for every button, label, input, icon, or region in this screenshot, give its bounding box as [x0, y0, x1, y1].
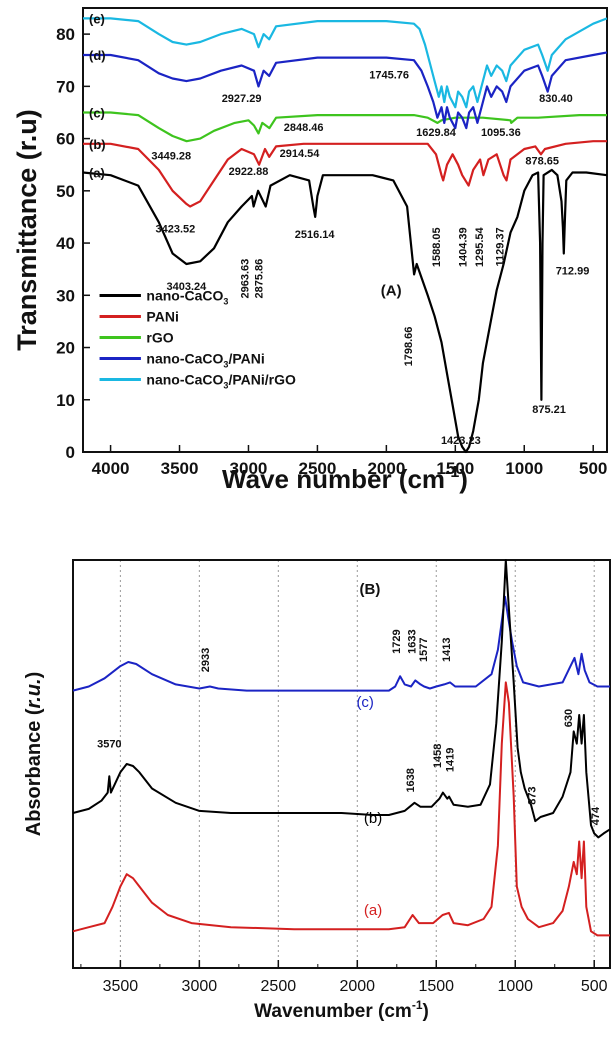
series-label: (e) [89, 11, 105, 26]
peak-annotation: 712.99 [556, 265, 590, 277]
series-label: (c) [356, 694, 374, 711]
y-tick-label: 10 [56, 391, 75, 410]
peak-annotation: 1638 [405, 768, 417, 792]
y-tick-label: 40 [56, 234, 75, 253]
series-line [82, 168, 608, 454]
peak-annotation: 1419 [445, 748, 457, 772]
legend-entry: PANi [146, 309, 178, 325]
peak-annotation: 830.40 [539, 93, 573, 105]
peak-annotation: 875.21 [532, 404, 566, 416]
y-tick-label: 80 [56, 25, 75, 44]
peak-annotation: 630 [563, 709, 575, 727]
peak-annotation: 2933 [200, 648, 212, 672]
series-label: (a) [364, 902, 382, 919]
peak-annotation: 1095.36 [481, 127, 521, 139]
series-line [72, 595, 610, 692]
y-tick-label: 50 [56, 182, 75, 201]
peak-annotation: 2914.54 [280, 148, 321, 160]
peak-annotation: 1458 [432, 744, 444, 768]
legend-entry: nano-CaCO3 [146, 288, 228, 307]
peak-annotation: 1295.54 [474, 227, 486, 268]
peak-annotation: 1798.66 [403, 327, 415, 367]
peak-annotation: 2963.63 [239, 259, 251, 299]
x-axis-title: Wavenumber (cm-1) [254, 998, 429, 1022]
x-tick-label: 2500 [261, 978, 297, 995]
peak-annotation: 2516.14 [295, 229, 336, 241]
peak-annotation: 1423.23 [441, 435, 481, 447]
x-tick-label: 500 [581, 978, 608, 995]
y-tick-label: 20 [56, 339, 75, 358]
x-tick-label: 3500 [161, 459, 199, 478]
x-tick-label: 1500 [436, 459, 474, 478]
peak-annotation: 1404.39 [457, 227, 469, 267]
series-line [83, 17, 608, 109]
x-tick-label: 3500 [103, 978, 139, 995]
chart-panel-b: 3500 3000 2500 2000 1500 1000 500 Wavenumber (c… [23, 559, 611, 1022]
series-line [72, 559, 611, 839]
x-axis-title: Wave number (cm-1) [222, 464, 468, 494]
series-line [83, 140, 607, 208]
peak-annotation: 2927.29 [222, 93, 262, 105]
x-tick-label: 2000 [367, 459, 405, 478]
peak-annotation: 1129.37 [495, 227, 507, 266]
peak-annotation: 1413 [441, 638, 453, 662]
peak-annotation: 2848.46 [284, 122, 324, 134]
peak-annotation: 3423.52 [156, 224, 196, 236]
peak-annotation: 3403.24 [167, 281, 208, 293]
peak-annotation: 1588.05 [431, 227, 443, 267]
series-label: (c) [89, 105, 105, 120]
x-tick-label: 2000 [339, 978, 375, 995]
peak-annotation: 3449.28 [151, 150, 191, 162]
peak-annotation: 1577 [418, 638, 430, 662]
x-tick-label: 1000 [505, 459, 543, 478]
x-tick-label: 2500 [299, 459, 337, 478]
peak-annotation: 1633 [406, 629, 418, 653]
peak-annotation: 1629.84 [416, 127, 457, 139]
series-line [83, 111, 607, 143]
x-tick-label: 1500 [418, 978, 454, 995]
x-tick-label: 3000 [182, 978, 218, 995]
x-tick-label: 3000 [230, 459, 268, 478]
legend-entry: nano-CaCO3/PANi/rGO [146, 372, 296, 391]
x-tick-label: 500 [579, 459, 607, 478]
peak-annotation: 1745.76 [369, 70, 409, 82]
x-tick-label: 4000 [92, 459, 130, 478]
series-label: (d) [89, 48, 106, 63]
y-tick-label: 60 [56, 130, 75, 149]
peak-annotation: 3570 [97, 739, 121, 751]
legend-entry: rGO [146, 330, 173, 346]
y-axis-title: Transmittance (r.u) [12, 109, 42, 351]
series-label: (a) [89, 166, 105, 181]
y-tick-label: 70 [56, 77, 75, 96]
peak-annotation: 2875.86 [253, 259, 265, 299]
peak-annotation: 878.65 [525, 156, 559, 168]
chart-panel-a: 4000 3500 3000 2500 2000 1500 1000 500 0 10 20 30 40… [12, 7, 608, 494]
y-tick-label: 30 [56, 286, 75, 305]
plot-frame [72, 559, 611, 969]
peak-annotation: 2922.88 [229, 166, 269, 178]
plot-frame [82, 7, 608, 453]
series-label: (b) [89, 137, 106, 152]
x-tick-label: 1000 [497, 978, 533, 995]
peak-annotation: 873 [526, 786, 538, 804]
peak-annotation: 1729 [391, 629, 403, 653]
panel-label: (B) [360, 581, 381, 598]
legend-entry: nano-CaCO3/PANi [146, 351, 264, 370]
y-tick-label: 0 [66, 443, 75, 462]
panel-label: (A) [381, 282, 402, 299]
y-axis-title: Absorbance (r.u.) [23, 672, 45, 837]
peak-annotation: 474 [590, 806, 602, 825]
series-line [72, 681, 610, 937]
series-line [83, 51, 608, 130]
series-label: (b) [364, 810, 382, 827]
